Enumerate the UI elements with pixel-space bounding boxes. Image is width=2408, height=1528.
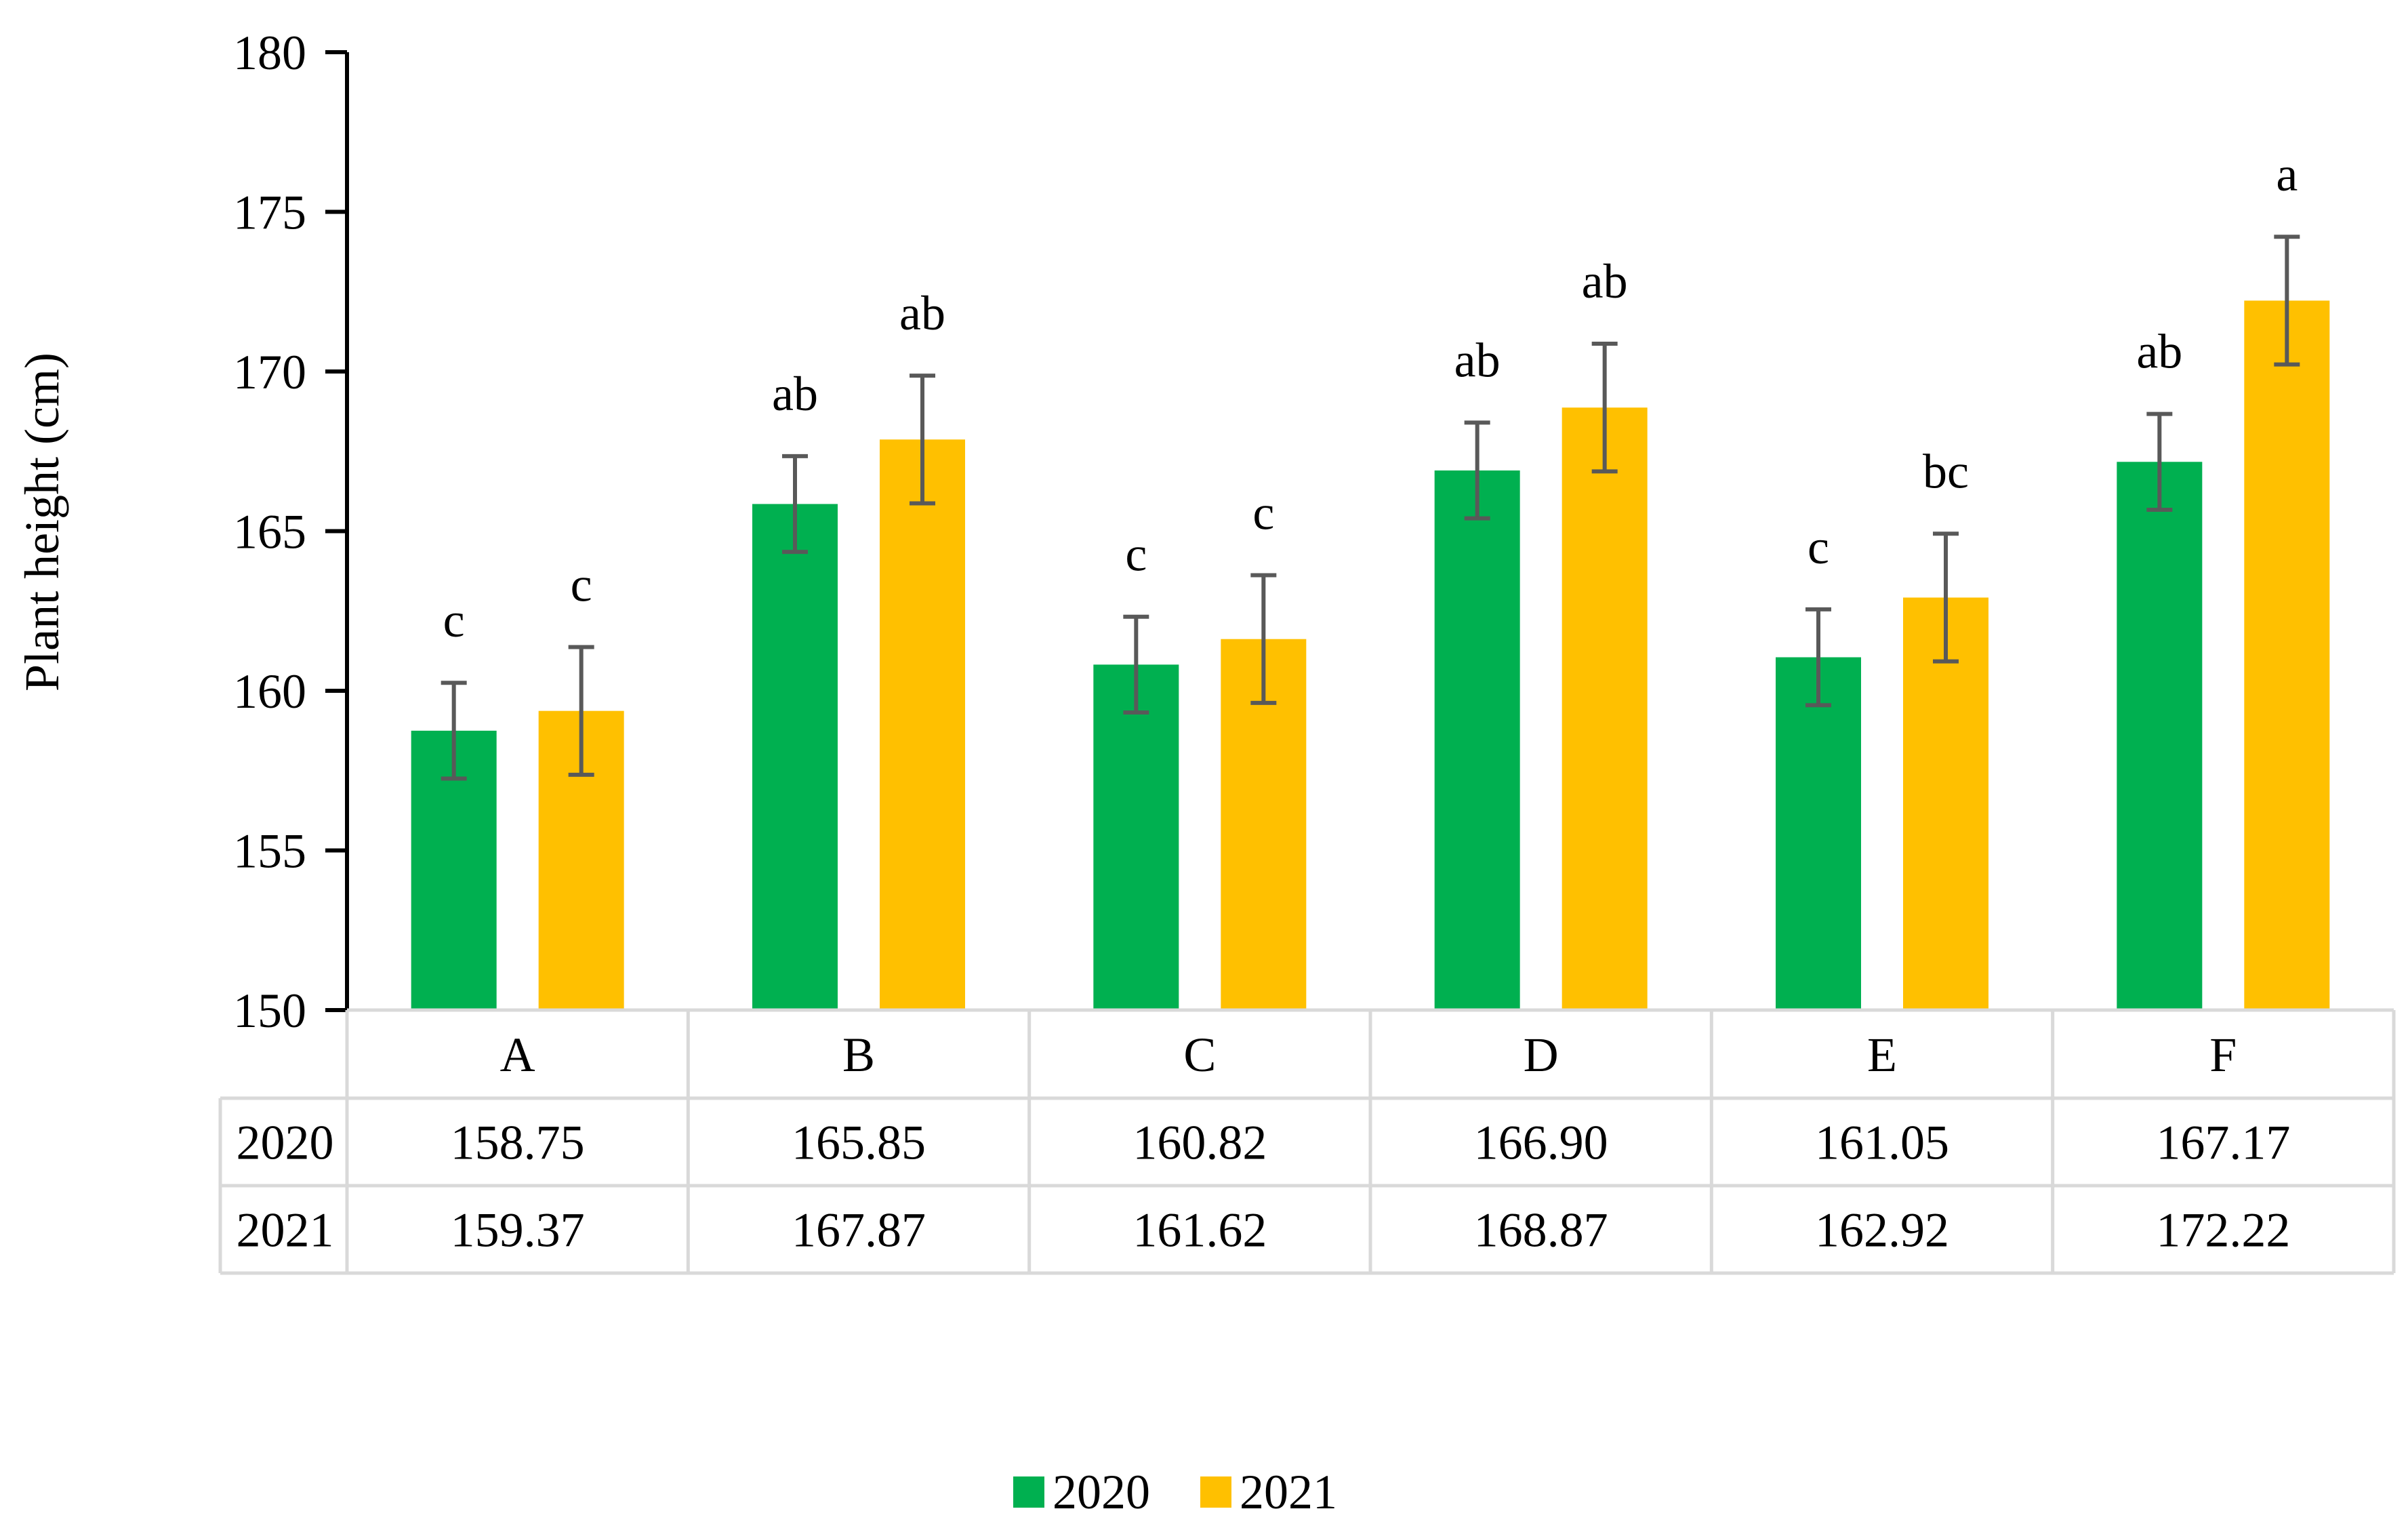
significance-letter-2020-F: ab [2136,325,2182,379]
error-bar-2020-F [2146,411,2173,512]
bar-2020-D [1434,470,1520,1010]
error-bar-2021-F [2274,235,2300,367]
y-tick-label: 150 [233,984,306,1038]
legend-swatch-2020 [1013,1476,1044,1508]
error-bar-2020-D [1464,420,1490,521]
error-bar-2021-C [1250,573,1277,705]
x-tick-label-E: E [1867,1028,1897,1082]
bar-2020-B [752,504,838,1010]
y-axis-title: Plant height (cm) [15,353,69,691]
table-row-label-2021: 2021 [237,1203,334,1258]
legend-item-2021: 2021 [1200,1465,1337,1519]
error-bar-2021-A [568,645,594,777]
significance-letter-2020-E: c [1808,520,1829,574]
error-bar-2021-E [1933,531,1959,664]
table-cell-2021-D: 168.87 [1474,1203,1608,1258]
x-tick-label-D: D [1524,1028,1559,1082]
bar-2021-B [880,439,965,1010]
table-cell-2020-A: 158.75 [451,1116,585,1170]
data-table: A B C D E F 2020 158.75 165.85 160.82 166.90 161.05… [218,1008,2396,1275]
table-cell-2020-E: 161.05 [1815,1116,1949,1170]
legend-label-2020: 2020 [1053,1465,1150,1519]
significance-letter-2020-A: c [443,593,465,647]
legend-swatch-2021 [1200,1476,1231,1508]
significance-letter-2021-D: ab [1582,254,1628,308]
error-bar-2020-C [1123,614,1149,715]
error-bar-2020-E [1805,607,1831,708]
significance-letters-layer: c c ab ab c c ab ab c bc ab a [443,147,2298,647]
significance-letter-2020-D: ab [1454,333,1501,387]
bar-2021-F [2244,300,2330,1010]
x-tick-label-A: A [500,1028,535,1082]
legend-item-2020: 2020 [1013,1465,1150,1519]
error-bar-2021-D [1591,342,1618,474]
bar-2021-E [1903,597,1988,1010]
table-cell-2021-F: 172.22 [2156,1203,2290,1258]
table-cell-2020-D: 166.90 [1474,1116,1608,1170]
y-tick-label: 165 [233,505,306,559]
x-tick-label-C: C [1183,1028,1216,1082]
x-tick-label-B: B [842,1028,875,1082]
bar-2020-C [1093,664,1179,1010]
error-bar-2020-B [782,454,808,555]
error-bar-2020-A [441,681,467,781]
y-tick-label: 170 [233,345,306,399]
bar-2020-E [1776,657,1861,1010]
table-cell-2021-A: 159.37 [451,1203,585,1258]
y-tick-label: 160 [233,664,306,719]
significance-letter-2021-B: ab [899,286,945,340]
significance-letter-2021-F: a [2276,147,2298,201]
table-cell-2020-F: 167.17 [2156,1116,2290,1170]
significance-letter-2020-B: ab [772,367,818,421]
table-cell-2021-E: 162.92 [1815,1203,1949,1258]
x-tick-label-F: F [2209,1028,2237,1082]
bars-layer [411,300,2330,1010]
significance-letter-2020-C: c [1125,527,1147,582]
bar-2020-F [2117,462,2203,1010]
bar-2021-D [1562,407,1648,1010]
legend-label-2021: 2021 [1240,1465,1337,1519]
table-cell-2021-C: 161.62 [1132,1203,1267,1258]
significance-letter-2021-A: c [571,557,592,611]
y-tick-label: 155 [233,824,306,879]
y-tick-label: 180 [233,26,306,80]
y-axis: 150 155 160 165 170 175 180 [233,26,349,1038]
table-cell-2021-B: 167.87 [792,1203,926,1258]
y-tick-label: 175 [233,186,306,240]
table-row-label-2020: 2020 [237,1116,334,1170]
table-cell-2020-C: 160.82 [1132,1116,1267,1170]
legend: 2020 2021 [1013,1465,1337,1519]
error-bars-layer [441,235,2300,781]
table-cell-2020-B: 165.85 [792,1116,926,1170]
significance-letter-2021-E: bc [1923,444,1969,498]
significance-letter-2021-C: c [1252,485,1274,540]
error-bar-2021-B [910,374,935,506]
